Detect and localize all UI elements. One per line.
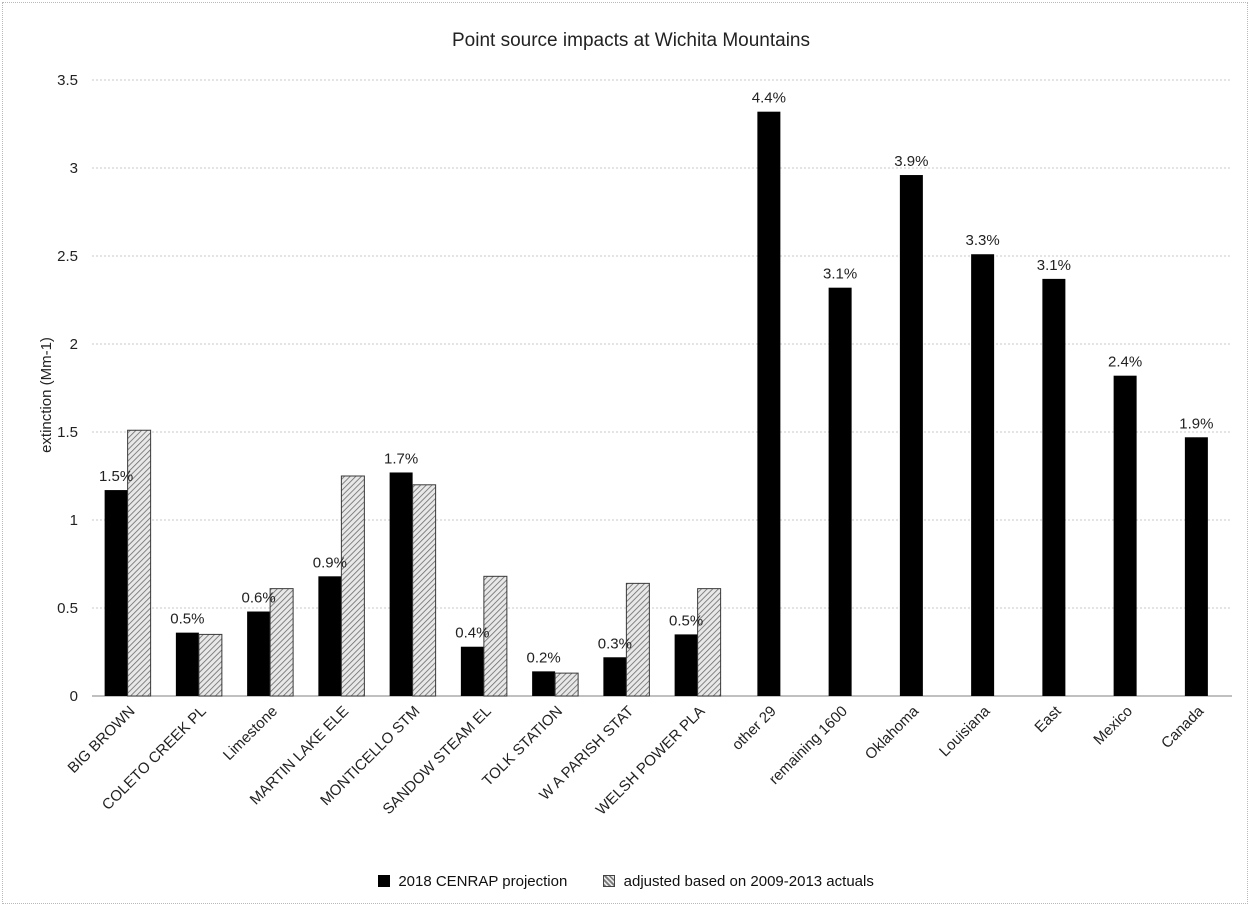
x-tick-label: Louisiana — [936, 702, 994, 760]
bar-projection — [318, 576, 342, 696]
data-label: 0.4% — [455, 625, 489, 642]
x-tick-label: East — [1031, 702, 1065, 736]
data-label: 0.2% — [527, 649, 561, 666]
legend: 2018 CENRAP projection adjusted based on… — [0, 872, 1252, 890]
legend-label-adjusted: adjusted based on 2009-2013 actuals — [623, 872, 874, 890]
bar-projection — [247, 611, 271, 696]
bar-projection — [1113, 375, 1137, 696]
bar-adjusted — [198, 633, 223, 697]
legend-label-projection: 2018 CENRAP projection — [398, 872, 568, 890]
y-tick-label: 2.5 — [57, 248, 78, 265]
y-axis-label: extinction (Mm-1) — [38, 337, 55, 453]
bar-adjusted — [554, 672, 579, 697]
data-label: 2.4% — [1108, 354, 1142, 371]
x-tick-label: BIG BROWN — [65, 703, 139, 777]
bar-projection — [899, 175, 923, 697]
bar-projection — [175, 632, 199, 696]
data-labels: 1.5% 0.5% 0.6% 0.9% 1.7% 0.4% 0.2% 0.3% 0.5% 4.4%… — [99, 90, 1213, 667]
x-tick-label: Limestone — [220, 703, 281, 764]
y-tick-label: 3.5 — [57, 72, 78, 89]
data-label: 3.1% — [1037, 257, 1071, 274]
bar-adjusted — [625, 582, 650, 697]
bar-projection — [603, 657, 627, 696]
bar-projection — [674, 634, 698, 696]
legend-swatch-hatched — [603, 874, 616, 887]
data-label: 0.5% — [170, 611, 204, 628]
bars — [104, 111, 1208, 697]
y-tick-label: 1.5 — [57, 424, 78, 441]
data-label: 0.3% — [598, 635, 632, 652]
data-label: 1.7% — [384, 450, 418, 467]
data-label: 3.1% — [823, 266, 857, 283]
bar-projection — [104, 490, 128, 696]
data-label: 3.9% — [894, 153, 928, 170]
legend-swatch-black — [378, 874, 391, 887]
bar-projection — [757, 111, 781, 697]
x-tick-label: Canada — [1158, 702, 1208, 752]
bar-projection — [532, 671, 556, 696]
bar-projection — [1042, 278, 1066, 696]
x-tick-label: Oklahoma — [862, 702, 923, 763]
legend-item-adjusted: adjusted based on 2009-2013 actuals — [603, 872, 874, 890]
chart-title: Point source impacts at Wichita Mountain… — [452, 30, 810, 51]
bar-adjusted — [340, 475, 365, 697]
bar-adjusted — [269, 588, 294, 697]
bar-adjusted — [127, 429, 152, 697]
data-label: 0.5% — [669, 612, 703, 629]
bar-adjusted — [483, 575, 508, 697]
data-label: 0.9% — [313, 554, 347, 571]
data-label: 1.9% — [1179, 415, 1213, 432]
bar-adjusted — [412, 484, 437, 697]
y-tick-label: 0.5 — [57, 600, 78, 617]
bar-adjusted — [697, 588, 722, 697]
y-tick-label: 1 — [70, 512, 78, 529]
bar-projection — [1184, 437, 1208, 696]
y-tick-label: 0 — [70, 688, 78, 705]
legend-item-projection: 2018 CENRAP projection — [378, 873, 567, 890]
y-tick-label: 3 — [70, 160, 78, 177]
bar-projection — [971, 254, 995, 697]
y-tick-labels: 0 0.5 1 1.5 2 2.5 3 3.5 — [57, 72, 78, 705]
bar-projection — [460, 646, 484, 696]
data-label: 0.6% — [242, 590, 276, 607]
x-tick-label: other 29 — [729, 703, 780, 754]
bar-projection — [828, 287, 852, 696]
data-label: 1.5% — [99, 468, 133, 485]
y-tick-label: 2 — [70, 336, 78, 353]
x-tick-label: Mexico — [1090, 703, 1136, 749]
data-label: 4.4% — [752, 90, 786, 107]
data-label: 3.3% — [966, 232, 1000, 249]
bar-projection — [389, 472, 413, 696]
